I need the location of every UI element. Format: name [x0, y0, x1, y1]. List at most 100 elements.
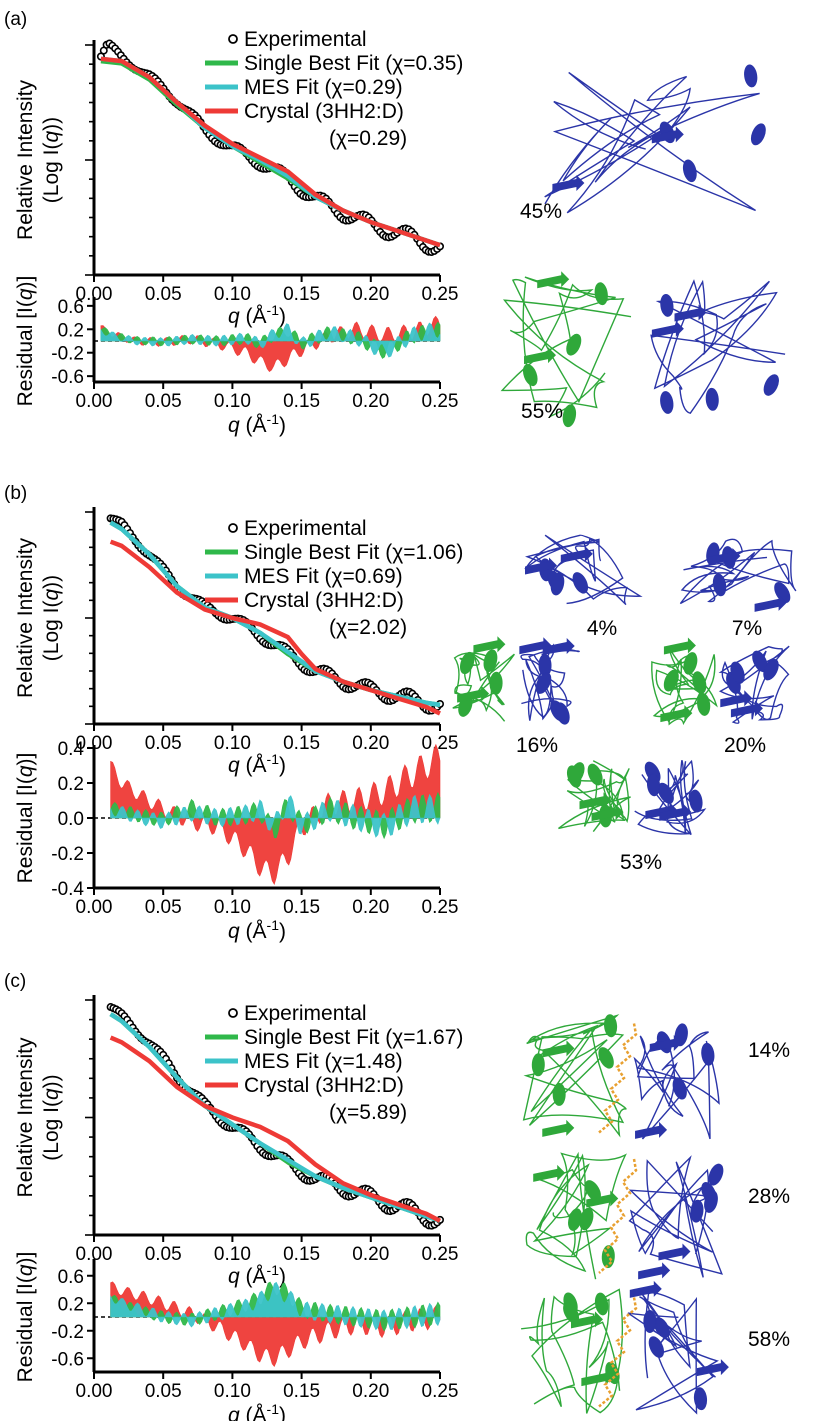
helix-shape	[682, 159, 697, 183]
protein-chain-trace	[627, 1292, 719, 1415]
population-label: 14%	[748, 1039, 790, 1062]
x-tick-label: 0.00	[76, 391, 113, 412]
y-tick-label: -0.2	[51, 1322, 84, 1343]
xlabel-part: (Å	[240, 1265, 267, 1288]
structure-a2	[500, 271, 786, 428]
population-label: 16%	[516, 734, 558, 757]
strand-arrow	[660, 705, 693, 723]
helix-shape	[587, 763, 603, 786]
xlabel-q: q	[228, 414, 240, 437]
helix-shape	[708, 1163, 724, 1186]
xlabel-part: (Å	[240, 754, 267, 777]
crystal-fit-line	[100, 56, 441, 248]
strand-arrow	[537, 271, 570, 289]
helix-shape	[763, 658, 779, 681]
helix-shape	[489, 671, 503, 695]
x-tick-label: 0.00	[76, 733, 113, 754]
x-tick-label: 0.15	[283, 284, 320, 305]
xlabel-exp: -1	[267, 1401, 280, 1417]
helix-shape	[535, 672, 552, 694]
crystal-residual-area	[100, 315, 441, 373]
panel-label: (b)	[4, 483, 27, 504]
ylabel-part: Residual [I(	[14, 1276, 37, 1382]
protein-chain-trace	[521, 1288, 624, 1414]
legend-crystal-chi: (χ=5.89)	[329, 1101, 407, 1124]
helix-shape	[522, 363, 538, 387]
panel-label: (a)	[4, 9, 27, 30]
x-tick-label: 0.25	[422, 284, 459, 305]
population-label: 20%	[724, 734, 766, 757]
xlabel-q: q	[228, 920, 240, 943]
x-tick-label: 0.05	[145, 1381, 182, 1402]
legend-label-crystal: Crystal (3HH2:D)	[244, 1074, 404, 1097]
strand-arrow	[651, 126, 684, 144]
structure-c3	[521, 1280, 729, 1415]
protein-chain-trace	[544, 71, 760, 214]
x-tick-label: 0.10	[214, 1244, 251, 1265]
crystal-fit-line	[109, 539, 441, 716]
protein-chain-trace	[558, 760, 631, 833]
ylabel-part: )]	[14, 1252, 37, 1265]
x-tick-label: 0.20	[352, 897, 389, 918]
residual-plot: 0.6 0.2 -0.2 -0.6 0.00 0.05 0.10 0.15 0.20 0.25 Re…	[14, 1252, 458, 1421]
chart-panel-1: (b) 0.00 0.05 0.10 0.15 0.20 0.25 Relative Inte…	[4, 483, 463, 943]
helix-shape	[693, 1387, 708, 1411]
x-tick-label: 0.25	[422, 1381, 459, 1402]
xlabel-part: )	[279, 305, 286, 328]
x-tick-label: 0.20	[352, 284, 389, 305]
helix-shape	[701, 1042, 715, 1066]
x-tick-label: 0.20	[352, 391, 389, 412]
x-tick-label: 0.05	[145, 733, 182, 754]
strand-arrow	[638, 1262, 671, 1280]
helix-shape	[730, 661, 745, 684]
xlabel-q: q	[228, 305, 240, 328]
y-tick-label: 0.2	[58, 774, 84, 795]
strand-arrow	[570, 1311, 603, 1329]
protein-chain-trace	[679, 538, 797, 605]
x-tick-label: 0.25	[422, 391, 459, 412]
helix-shape	[653, 1317, 670, 1339]
ligand-chain	[598, 1023, 638, 1134]
structure-b1	[524, 534, 643, 606]
helix-shape	[562, 404, 577, 428]
x-tick-label: 0.10	[214, 897, 251, 918]
population-label: 7%	[732, 617, 762, 640]
x-tick-label: 0.00	[76, 1244, 113, 1265]
x-tick-label: 0.25	[422, 733, 459, 754]
helix-shape	[704, 1190, 718, 1213]
helix-shape	[690, 1199, 704, 1223]
strand-arrow	[659, 803, 692, 821]
ylabel-part: (Log I(	[40, 600, 63, 661]
intensity-plot: 0.00 0.05 0.10 0.15 0.20 0.25 Relative Intensi…	[14, 507, 463, 777]
y-tick-label: 0.2	[58, 320, 84, 341]
ylabel-line1: Relative Intensity	[14, 538, 37, 698]
helix-shape	[660, 293, 674, 317]
y-tick-label: -0.2	[51, 344, 84, 365]
helix-shape	[643, 1309, 657, 1333]
population-label: 45%	[520, 200, 562, 223]
legend-crystal-chi: (χ=0.29)	[329, 127, 407, 150]
helix-shape	[683, 652, 698, 675]
ylabel-line2: (Log I(q))	[40, 575, 63, 661]
ylabel-line2: (Log I(q))	[40, 117, 63, 203]
ylabel-part: Residual [I(	[14, 300, 37, 406]
x-tick-label: 0.05	[145, 1244, 182, 1265]
x-tick-label: 0.00	[76, 1381, 113, 1402]
structure-b2	[679, 538, 797, 612]
ylabel-q: q	[14, 765, 37, 777]
x-tick-label: 0.20	[352, 1381, 389, 1402]
strand-arrow	[651, 320, 684, 338]
chart-panel-0: (a) 0.00 0.05 0.10 0.15 0.20 0.25 Relative Inte…	[4, 9, 463, 437]
strand-arrow	[525, 557, 558, 575]
mes-residual-area	[110, 1281, 441, 1331]
ligand-chain	[598, 1297, 638, 1408]
ylabel-part: )]	[14, 753, 37, 766]
legend-label-experimental: Experimental	[244, 28, 367, 51]
ylabel-line1: Relative Intensity	[14, 80, 37, 240]
mes-residual-area	[100, 322, 441, 358]
x-tick-label: 0.20	[352, 733, 389, 754]
residual-ylabel: Residual [I(q)]	[14, 1252, 37, 1383]
